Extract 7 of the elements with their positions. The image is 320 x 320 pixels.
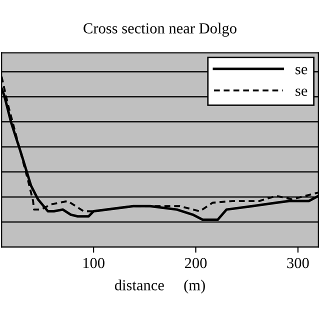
chart-title: Cross section near Dolgo xyxy=(84,22,236,37)
x-tick-label: 100 xyxy=(83,258,104,268)
legend-label: se xyxy=(296,66,308,74)
x-tick-label: 300 xyxy=(287,258,309,268)
x-axis-title: distance (m) xyxy=(114,280,205,294)
legend-label: se xyxy=(296,88,308,96)
x-tick-label: 200 xyxy=(184,258,207,268)
